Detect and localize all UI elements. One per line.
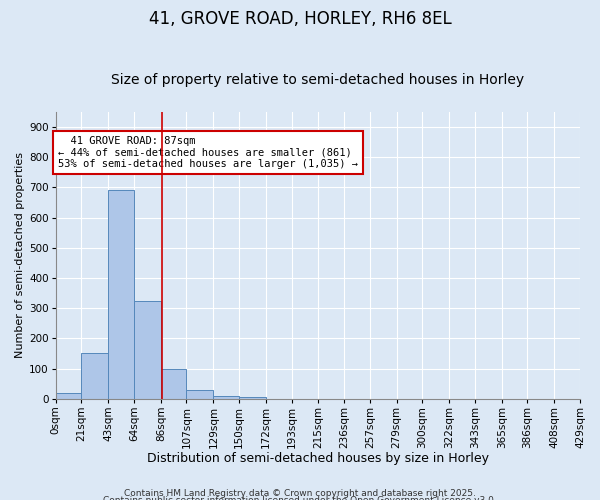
Title: Size of property relative to semi-detached houses in Horley: Size of property relative to semi-detach…	[112, 73, 524, 87]
Text: 41, GROVE ROAD, HORLEY, RH6 8EL: 41, GROVE ROAD, HORLEY, RH6 8EL	[149, 10, 451, 28]
Bar	[134, 300, 161, 399]
X-axis label: Distribution of semi-detached houses by size in Horley: Distribution of semi-detached houses by …	[147, 452, 489, 465]
Text: 41 GROVE ROAD: 87sqm
← 44% of semi-detached houses are smaller (861)
53% of semi: 41 GROVE ROAD: 87sqm ← 44% of semi-detac…	[58, 136, 358, 169]
Bar	[187, 390, 214, 399]
Bar	[161, 368, 187, 399]
Bar	[239, 398, 266, 399]
Bar	[82, 354, 108, 399]
Text: Contains HM Land Registry data © Crown copyright and database right 2025.: Contains HM Land Registry data © Crown c…	[124, 488, 476, 498]
Text: Contains public sector information licensed under the Open Government Licence v3: Contains public sector information licen…	[103, 496, 497, 500]
Bar	[214, 396, 239, 399]
Bar	[56, 392, 82, 399]
Bar	[108, 190, 134, 399]
Y-axis label: Number of semi-detached properties: Number of semi-detached properties	[15, 152, 25, 358]
